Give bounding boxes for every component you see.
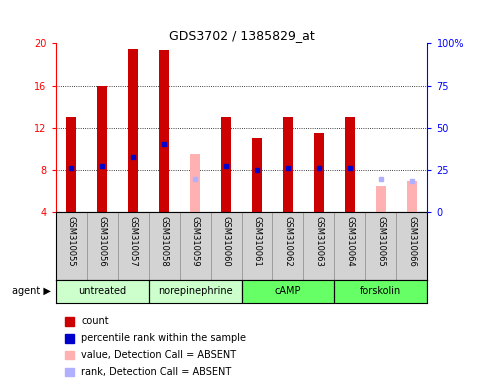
Text: GSM310059: GSM310059 [190, 216, 199, 266]
Title: GDS3702 / 1385829_at: GDS3702 / 1385829_at [169, 29, 314, 42]
Text: agent ▶: agent ▶ [12, 286, 51, 296]
Bar [344, 118, 355, 212]
Text: GSM310066: GSM310066 [408, 216, 416, 266]
Text: count: count [81, 316, 109, 326]
Bar [97, 86, 107, 212]
Bar [252, 139, 262, 212]
Text: GSM310056: GSM310056 [98, 216, 107, 266]
Bar [190, 154, 200, 212]
Text: untreated: untreated [78, 286, 126, 296]
Bar [313, 133, 325, 212]
Bar [376, 186, 386, 212]
Text: GSM310058: GSM310058 [159, 216, 169, 266]
Text: GSM310064: GSM310064 [345, 216, 355, 266]
Bar [66, 118, 76, 212]
Text: GSM310057: GSM310057 [128, 216, 138, 266]
Text: rank, Detection Call = ABSENT: rank, Detection Call = ABSENT [81, 367, 231, 377]
Text: forskolin: forskolin [360, 286, 401, 296]
Text: percentile rank within the sample: percentile rank within the sample [81, 333, 246, 343]
Bar [407, 181, 417, 212]
Bar [128, 49, 139, 212]
Text: GSM310060: GSM310060 [222, 216, 230, 266]
Bar [221, 118, 231, 212]
Text: GSM310062: GSM310062 [284, 216, 293, 266]
Text: GSM310065: GSM310065 [376, 216, 385, 266]
Text: cAMP: cAMP [275, 286, 301, 296]
Text: GSM310061: GSM310061 [253, 216, 261, 266]
Text: value, Detection Call = ABSENT: value, Detection Call = ABSENT [81, 350, 236, 360]
Text: GSM310055: GSM310055 [67, 216, 75, 266]
Bar [158, 50, 170, 212]
Bar [283, 118, 293, 212]
Text: norepinephrine: norepinephrine [157, 286, 232, 296]
Text: GSM310063: GSM310063 [314, 216, 324, 266]
